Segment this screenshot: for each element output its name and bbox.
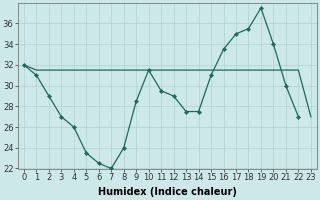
X-axis label: Humidex (Indice chaleur): Humidex (Indice chaleur) [98, 187, 237, 197]
